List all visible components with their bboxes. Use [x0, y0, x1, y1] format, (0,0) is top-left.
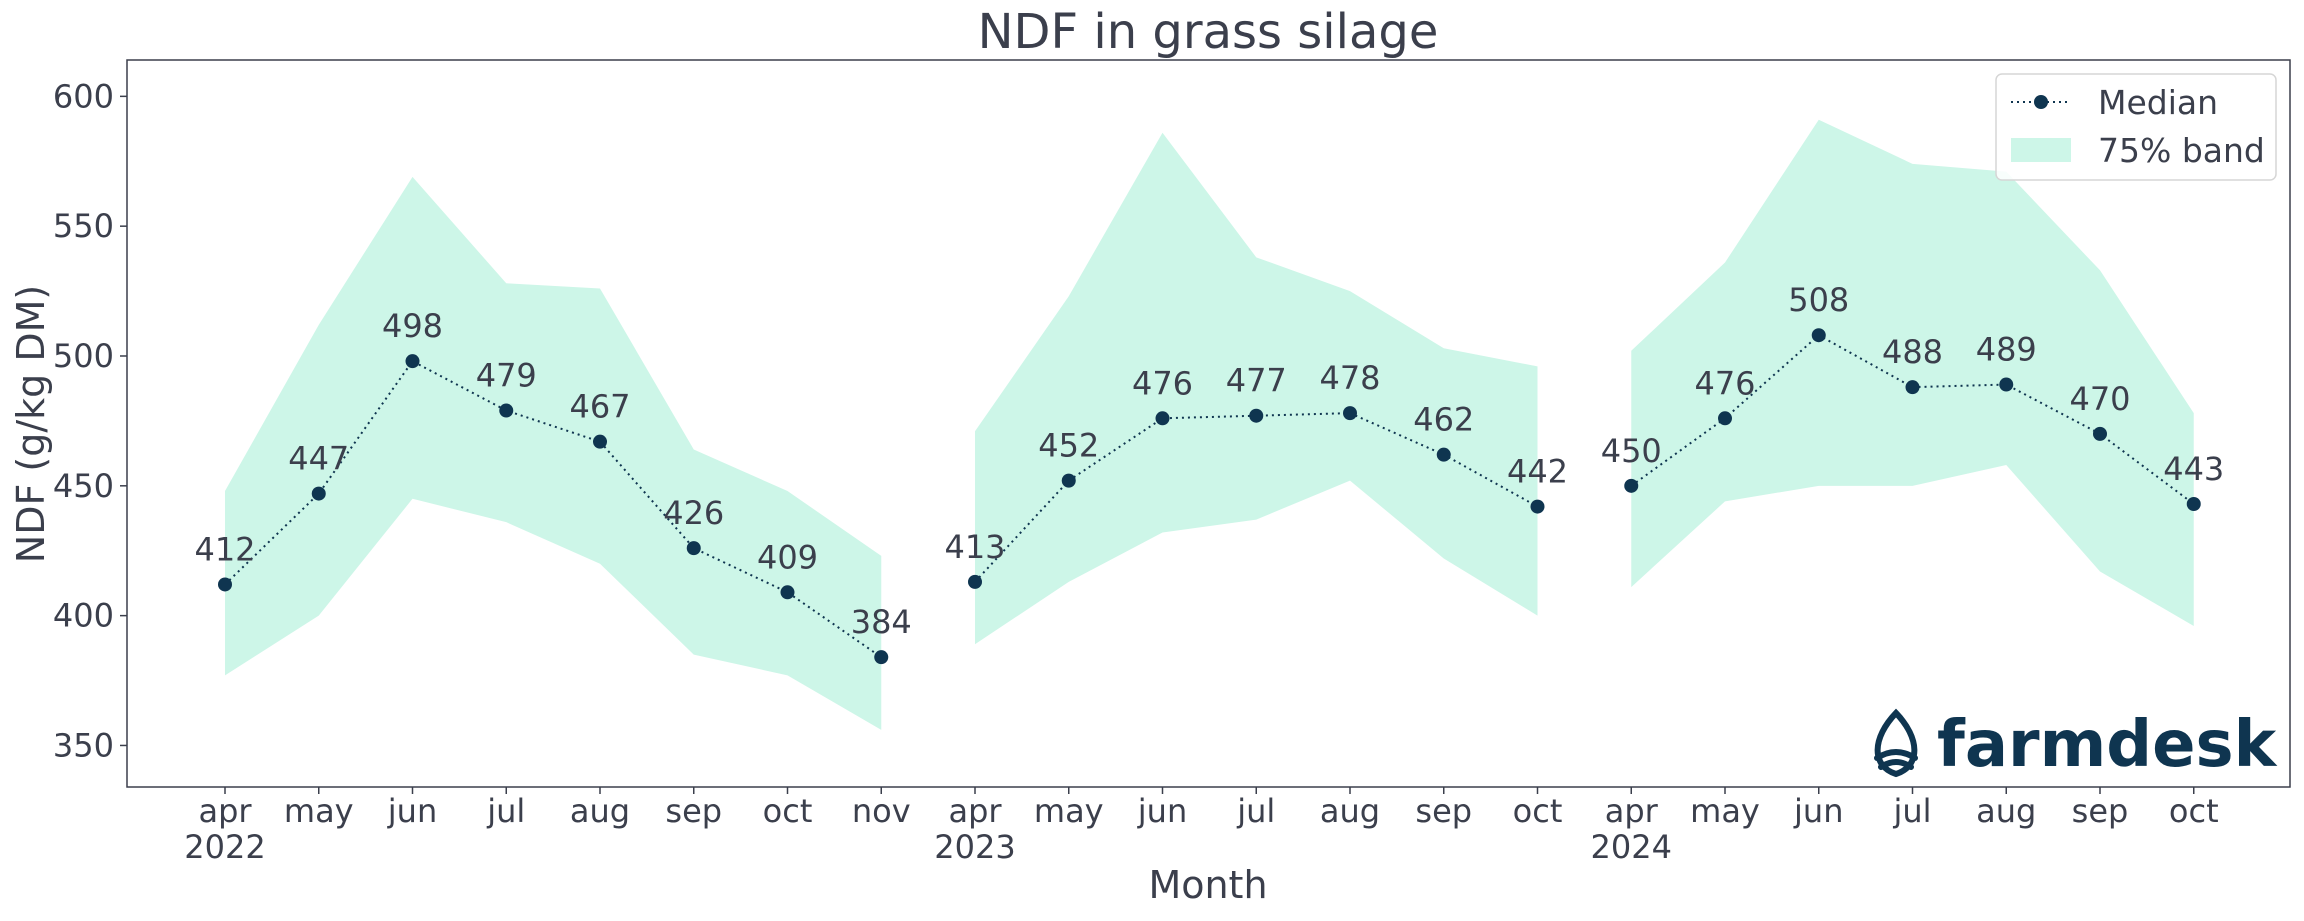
data-label: 476 [1694, 364, 1755, 402]
median-point [218, 577, 232, 592]
x-tick-label: nov [852, 792, 911, 830]
legend-band-swatch [2011, 138, 2071, 162]
x-tick-label: aug [1976, 792, 2036, 830]
data-label: 442 [1507, 453, 1568, 491]
data-label-layer: 412 447 498 479 467 426 409 384 413 452 476 477 478 4… [194, 281, 2224, 641]
x-tick-label: aug [570, 792, 630, 830]
chart-title: NDF in grass silage [978, 4, 1439, 60]
data-label: 384 [851, 603, 912, 641]
data-label: 470 [2069, 380, 2130, 418]
band-layer [225, 119, 2194, 730]
x-tick-year-label: 2024 [1591, 828, 1672, 866]
median-point [1155, 411, 1170, 426]
x-tick-label: jul [486, 792, 525, 830]
median-point [1343, 406, 1357, 421]
y-tick-label: 450 [53, 467, 114, 505]
data-label: 508 [1788, 281, 1849, 319]
data-label: 409 [757, 538, 818, 576]
x-tick-label: jun [1137, 792, 1187, 830]
data-label: 426 [663, 494, 724, 532]
median-point [1530, 499, 1545, 514]
x-tick-year-label: 2023 [934, 828, 1015, 866]
y-axis-ticks: 350 400 450 500 550 600 [53, 77, 127, 764]
median-point [499, 403, 514, 418]
median-point [874, 650, 889, 665]
median-point [1811, 328, 1826, 343]
x-tick-label: apr [948, 792, 1002, 830]
median-point [1061, 473, 1076, 488]
x-tick-label: may [284, 792, 354, 830]
x-tick-label: jul [1236, 792, 1275, 830]
median-point [405, 354, 420, 369]
median-point [1999, 377, 2014, 392]
y-tick-label: 600 [53, 77, 114, 115]
x-tick-label: jun [1793, 792, 1843, 830]
median-point [780, 585, 795, 600]
band-2024 [1631, 119, 2194, 627]
x-tick-label: apr [198, 792, 252, 830]
data-label: 478 [1319, 359, 1380, 397]
median-point [686, 541, 701, 556]
median-point [2093, 426, 2107, 441]
data-label: 488 [1882, 333, 1943, 371]
median-point [2186, 496, 2201, 511]
x-tick-label: oct [763, 792, 813, 830]
y-tick-label: 550 [53, 207, 114, 245]
median-point [968, 574, 982, 589]
x-tick-label: sep [2072, 792, 2129, 830]
x-tick-label: sep [1415, 792, 1472, 830]
logo-text: farmdesk [1937, 708, 2278, 782]
median-point [311, 486, 326, 501]
x-tick-label: oct [2169, 792, 2219, 830]
x-tick-label: jun [387, 792, 437, 830]
data-label: 462 [1413, 401, 1474, 439]
data-label: 489 [1976, 331, 2037, 369]
x-tick-label: sep [665, 792, 722, 830]
median-line-2022 [224, 359, 882, 659]
x-tick-label: oct [1513, 792, 1563, 830]
median-point-layer [218, 328, 2201, 665]
x-tick-label: apr [1605, 792, 1659, 830]
x-tick-year-label: 2022 [184, 828, 265, 866]
median-point [1718, 411, 1732, 426]
legend-median-label: Median [2098, 83, 2218, 122]
farmdesk-logo: farmdesk [1874, 708, 2278, 782]
data-label: 452 [1038, 427, 1099, 465]
legend: Median 75% band [1995, 73, 2277, 181]
median-point [1249, 408, 1264, 423]
data-label: 447 [288, 440, 349, 478]
median-point [1624, 478, 1639, 493]
data-label: 413 [944, 528, 1005, 566]
band-2022 [225, 176, 882, 730]
y-tick-label: 500 [53, 337, 114, 375]
x-tick-label: aug [1320, 792, 1380, 830]
y-tick-label: 400 [53, 597, 114, 635]
data-label: 477 [1226, 362, 1287, 400]
band-2023 [975, 132, 1538, 645]
plot-frame [126, 59, 2291, 788]
data-label: 412 [194, 530, 255, 568]
median-point [1905, 380, 1920, 395]
x-tick-label: jul [1892, 792, 1931, 830]
water-drop-icon [1874, 708, 1918, 778]
y-tick-label: 350 [53, 726, 114, 764]
data-label: 498 [382, 307, 443, 345]
median-point [593, 434, 607, 449]
data-label: 479 [476, 357, 537, 395]
y-axis-label: NDF (g/kg DM) [9, 285, 53, 563]
data-label: 450 [1601, 432, 1662, 470]
median-point [1436, 447, 1451, 462]
x-tick-label: may [1034, 792, 1104, 830]
x-axis-label: Month [1148, 863, 1267, 907]
legend-band-label: 75% band [2098, 131, 2265, 170]
x-tick-label: may [1690, 792, 1760, 830]
data-label: 443 [2163, 450, 2224, 488]
data-label: 476 [1132, 364, 1193, 402]
data-label: 467 [569, 388, 630, 426]
legend-median-marker [2034, 95, 2048, 109]
